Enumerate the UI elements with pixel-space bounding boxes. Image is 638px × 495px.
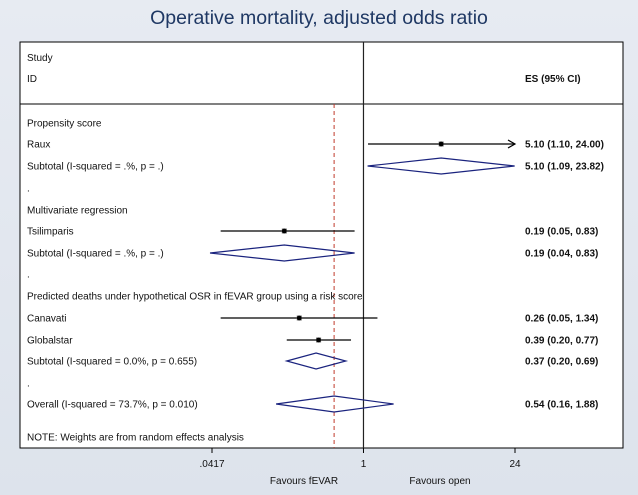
es-value: 0.19 (0.04, 0.83) — [525, 249, 598, 260]
axis-tick-label: 1 — [361, 459, 367, 470]
row-label-subtotal: Subtotal (I-squared = .%, p = .) — [27, 162, 164, 173]
row-label-group: Predicted deaths under hypothetical OSR … — [27, 292, 363, 303]
xlabel-favours-fevar: Favours fEVAR — [270, 476, 338, 487]
pooled-diamond — [276, 395, 394, 413]
row-label-subtotal: Subtotal (I-squared = 0.0%, p = 0.655) — [27, 357, 197, 368]
header-id: ID — [27, 74, 37, 85]
row-label-study: Canavati — [27, 314, 66, 325]
row-label-spacer: . — [27, 184, 30, 195]
row-label-study: Raux — [27, 140, 50, 151]
pooled-diamond — [209, 244, 355, 262]
header-es: ES (95% CI) — [525, 74, 581, 85]
row-label-note: NOTE: Weights are from random effects an… — [27, 433, 244, 444]
row-label-group: Propensity score — [27, 119, 102, 130]
point-estimate — [438, 141, 444, 147]
row-label-overall: Overall (I-squared = 73.7%, p = 0.010) — [27, 400, 198, 411]
chart-title: Operative mortality, adjusted odds ratio — [150, 7, 488, 29]
axis-tick-label: 24 — [509, 459, 521, 470]
row-label-study: Globalstar — [27, 336, 73, 347]
pooled-diamond — [284, 352, 349, 370]
pooled-diamond — [367, 157, 515, 175]
row-label-study: Tsilimparis — [27, 227, 74, 238]
row-label-spacer: . — [27, 379, 30, 390]
axis-tick-label: .0417 — [199, 459, 224, 470]
row-label-subtotal: Subtotal (I-squared = .%, p = .) — [27, 249, 164, 260]
header-study: Study — [27, 53, 53, 64]
row-label-spacer: . — [27, 270, 30, 281]
plot-frame — [19, 41, 624, 449]
es-value: 0.19 (0.05, 0.83) — [525, 227, 598, 238]
point-estimate — [316, 337, 321, 343]
es-value: 0.39 (0.20, 0.77) — [525, 336, 598, 347]
xlabel-favours-open: Favours open — [409, 476, 470, 487]
ci-arrow — [507, 139, 517, 149]
es-value: 5.10 (1.10, 24.00) — [525, 140, 604, 151]
es-value: 5.10 (1.09, 23.82) — [525, 162, 604, 173]
es-value: 0.54 (0.16, 1.88) — [525, 400, 598, 411]
es-value: 0.37 (0.20, 0.69) — [525, 357, 598, 368]
point-estimate — [281, 228, 287, 234]
point-estimate — [296, 315, 302, 321]
row-label-group: Multivariate regression — [27, 206, 128, 217]
es-value: 0.26 (0.05, 1.34) — [525, 314, 598, 325]
